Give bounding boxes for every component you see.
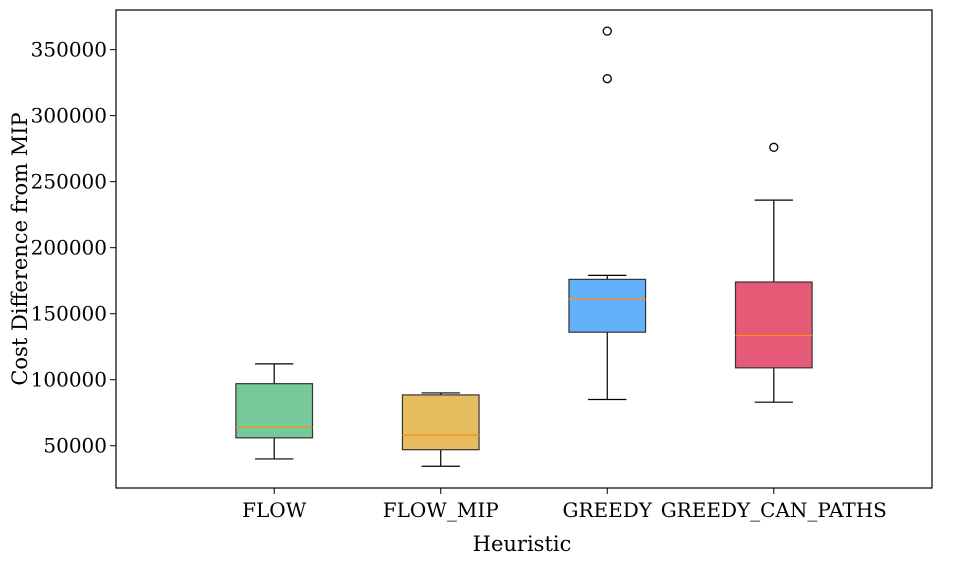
- iqr-box: [568, 278, 647, 333]
- y-tick-label: 300000: [31, 104, 107, 128]
- box-flow-mip: [401, 392, 480, 467]
- outlier-point: [602, 74, 612, 84]
- y-tick-label: 250000: [31, 170, 107, 194]
- y-tick-label: 200000: [31, 236, 107, 260]
- x-axis: FLOW FLOW_MIP GREEDY GREEDY_CAN_PATHS: [242, 488, 887, 522]
- box-greedy: [568, 26, 647, 401]
- box-flow: [235, 363, 314, 460]
- box-greedy-can-paths: [734, 142, 813, 403]
- y-axis-label: Cost Difference from MIP: [8, 112, 32, 385]
- y-tick-label: 350000: [31, 38, 107, 62]
- iqr-box: [235, 383, 314, 439]
- x-tick-label: GREEDY_CAN_PATHS: [661, 498, 887, 522]
- outlier-point: [602, 26, 612, 36]
- boxes: [235, 26, 813, 467]
- iqr-box: [734, 281, 813, 369]
- y-tick-label: 100000: [31, 368, 107, 392]
- x-axis-label: Heuristic: [473, 532, 572, 556]
- iqr-box: [401, 394, 480, 451]
- x-tick-label: FLOW_MIP: [383, 498, 499, 522]
- plot-frame: [115, 9, 933, 489]
- x-tick-label: FLOW: [242, 498, 307, 522]
- y-tick-label: 50000: [43, 434, 107, 458]
- y-axis: 50000 100000 150000 200000 250000 300000 35000…: [31, 38, 116, 458]
- outlier-point: [769, 142, 779, 152]
- y-tick-label: 150000: [31, 302, 107, 326]
- x-tick-label: GREEDY: [563, 498, 653, 522]
